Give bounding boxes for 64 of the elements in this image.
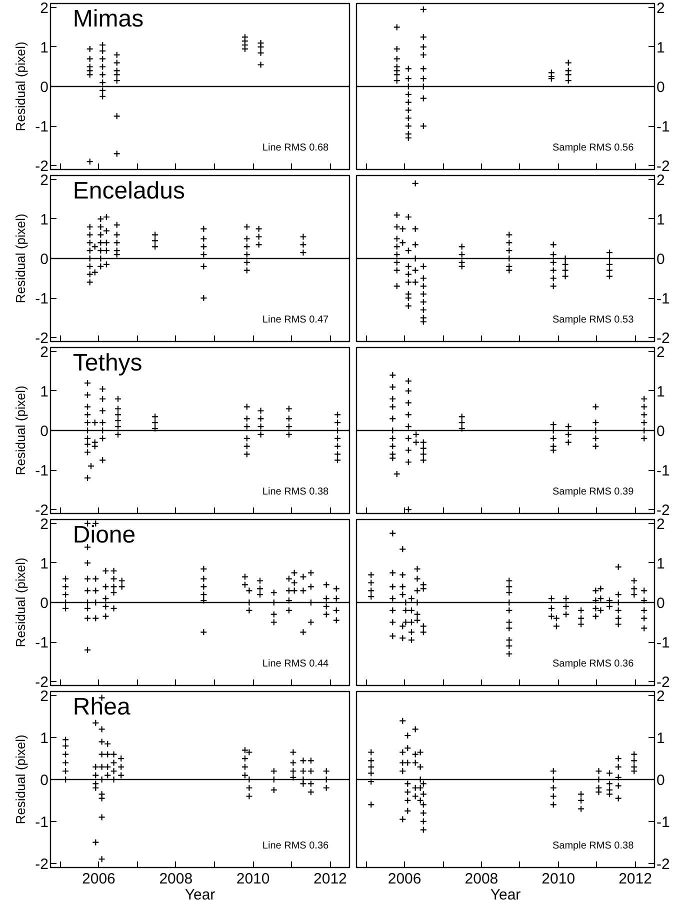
y-axis-title: Residual (pixel) <box>13 42 28 132</box>
y-tick-label: 1 <box>656 39 665 56</box>
y-tick-label: -1 <box>35 634 49 652</box>
y-tick-label: 1 <box>656 555 665 572</box>
x-axis-title: Year <box>184 886 216 904</box>
y-tick-label: -1 <box>35 290 49 308</box>
x-tick-label: 2010 <box>542 870 576 888</box>
annotation: Sample RMS 0.53 <box>552 314 634 326</box>
y-tick-label: -1 <box>656 462 670 480</box>
y-tick-label: 1 <box>656 730 665 748</box>
y-tick-label: -1 <box>656 118 670 136</box>
y-tick-label: 1 <box>40 730 48 748</box>
y-tick-label: 2 <box>40 0 48 17</box>
annotation: Sample RMS 0.56 <box>552 142 634 154</box>
y-tick-label: 0 <box>656 595 665 612</box>
chart-title: Enceladus <box>72 178 186 204</box>
y-axis-title: Residual (pixel) <box>13 558 28 648</box>
y-tick-label: 0 <box>656 251 665 268</box>
annotation: Line RMS 0.38 <box>262 486 330 498</box>
annotation: Line RMS 0.68 <box>262 142 330 154</box>
x-axis-title: Year <box>490 886 521 904</box>
y-tick-label: 0 <box>656 423 665 440</box>
chart-title: Tethys <box>72 350 142 376</box>
y-tick-label: 0 <box>656 772 665 789</box>
y-tick-label: -1 <box>656 814 670 831</box>
y-tick-label: -1 <box>656 634 670 652</box>
y-tick-label: -2 <box>656 856 670 873</box>
y-tick-label: 1 <box>40 39 48 56</box>
y-tick-label: 0 <box>40 251 48 268</box>
x-tick-label: 2012 <box>618 870 652 888</box>
x-tick-label: 2010 <box>236 870 270 888</box>
y-tick-label: -1 <box>35 462 49 480</box>
y-tick-label: -1 <box>35 814 49 831</box>
y-tick-label: -2 <box>35 856 49 873</box>
chart-title: Rhea <box>72 694 131 720</box>
y-axis-title: Residual (pixel) <box>13 214 28 304</box>
x-tick-label: 2012 <box>314 870 347 888</box>
y-axis-title: Residual (pixel) <box>13 386 28 476</box>
y-tick-label: 0 <box>40 772 48 789</box>
x-tick-label: 2008 <box>464 870 498 888</box>
y-tick-label: 2 <box>656 0 665 17</box>
annotation: Sample RMS 0.36 <box>552 658 634 670</box>
y-axis-title: Residual (pixel) <box>13 734 28 824</box>
y-tick-label: -1 <box>35 118 49 136</box>
annotation: Sample RMS 0.39 <box>552 486 634 498</box>
y-tick-label: 0 <box>656 79 665 96</box>
y-tick-label: -1 <box>656 290 670 308</box>
y-tick-label: 1 <box>40 383 48 400</box>
annotation: Line RMS 0.47 <box>262 314 330 326</box>
y-tick-label: 1 <box>656 211 665 228</box>
chart-title: Mimas <box>72 6 144 32</box>
annotation: Line RMS 0.36 <box>262 840 330 852</box>
y-tick-label: 1 <box>40 555 48 572</box>
x-tick-label: 2006 <box>82 870 116 888</box>
x-tick-label: 2008 <box>159 870 193 888</box>
y-tick-label: 0 <box>40 423 48 440</box>
x-tick-label: 2006 <box>388 870 422 888</box>
chart-title: Dione <box>72 522 136 548</box>
annotation: Sample RMS 0.38 <box>552 840 634 852</box>
annotation: Line RMS 0.44 <box>262 658 330 670</box>
y-tick-label: 1 <box>656 383 665 400</box>
y-tick-label: 0 <box>40 79 48 96</box>
y-tick-label: 0 <box>40 595 48 612</box>
y-tick-label: 1 <box>40 211 48 228</box>
